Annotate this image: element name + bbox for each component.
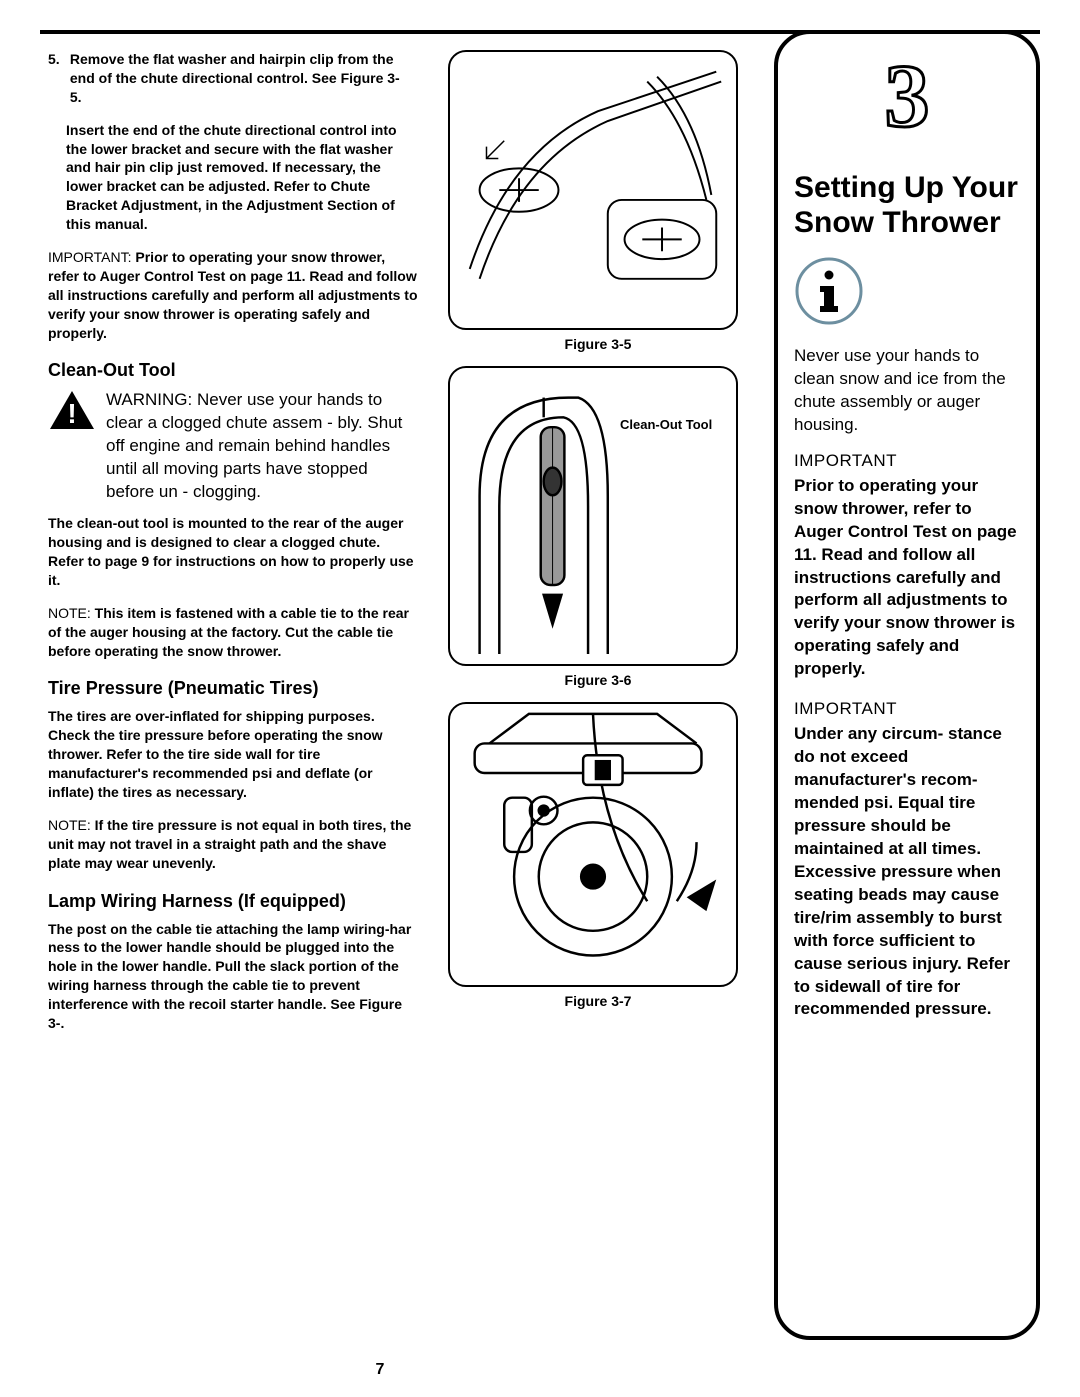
cleanout-body: The clean-out tool is mounted to the rea… [48,514,418,590]
figure-3-5 [448,50,738,330]
important-lead: IMPORTANT: [48,249,135,265]
heading-lamp: Lamp Wiring Harness (If equipped) [48,891,418,912]
step-5: 5. Remove the flat washer and hairpin cl… [48,50,418,107]
figure-3-6-caption: Figure 3-6 [448,672,748,688]
info-icon [794,256,1020,331]
figure-column: Figure 3-5 Clean-Out Tool Figure 3-6 [448,50,748,1023]
tire-note: NOTE: If the tire pressure is not equal … [48,816,418,873]
warning-triangle-icon: ! [48,389,96,431]
figure-3-5-caption: Figure 3-5 [448,336,748,352]
sidebar-important-1: Prior to operating your snow thrower, re… [794,475,1020,681]
left-column: 5. Remove the flat washer and hairpin cl… [48,50,418,1047]
note-lead-2: NOTE: [48,817,95,833]
figure-3-7-caption: Figure 3-7 [448,993,748,1009]
sidebar-important-label-1: IMPORTANT [794,451,1020,471]
sidebar-important-2: Under any circum- stance do not exceed m… [794,723,1020,1021]
chapter-title: Setting Up Your Snow Thrower [794,171,1020,240]
figure-3-6-label: Clean-Out Tool [620,418,712,433]
page-number: 7 [0,1361,760,1379]
sidebar-important-label-2: IMPORTANT [794,699,1020,719]
sidebar-never-text: Never use your hands to clean snow and i… [794,345,1020,437]
svg-text:3: 3 [885,54,930,146]
figure-3-7 [448,702,738,987]
note-lead: NOTE: [48,605,95,621]
important-block: IMPORTANT: Prior to operating your snow … [48,248,418,342]
heading-tire: Tire Pressure (Pneumatic Tires) [48,678,418,699]
figure-3-7-illustration [450,704,736,985]
tire-body: The tires are over-inflated for shipping… [48,707,418,801]
step-5-sub: Insert the end of the chute directional … [66,121,418,234]
figure-3-6: Clean-Out Tool [448,366,738,666]
main-content: 5. Remove the flat washer and hairpin cl… [48,50,748,1047]
sidebar: 3 Setting Up Your Snow Thrower Never use… [774,30,1040,1340]
tire-note-text: If the tire pressure is not equal in bot… [48,817,411,871]
step-number: 5. [48,50,66,69]
svg-text:!: ! [67,398,76,429]
arrow-icon [687,880,717,912]
chapter-number-icon: 3 [794,54,1020,159]
heading-cleanout: Clean-Out Tool [48,360,418,381]
warning-text: WARNING: Never use your hands to clear a… [106,389,418,504]
lamp-body: The post on the cable tie attaching the … [48,920,418,1033]
note-text: This item is fastened with a cable tie t… [48,605,409,659]
figure-3-5-illustration [450,52,736,328]
step-text: Remove the flat washer and hairpin clip … [70,50,410,107]
warning-block: ! WARNING: Never use your hands to clear… [48,389,418,504]
figure-3-6-illustration [450,368,736,664]
cleanout-note: NOTE: This item is fastened with a cable… [48,604,418,661]
